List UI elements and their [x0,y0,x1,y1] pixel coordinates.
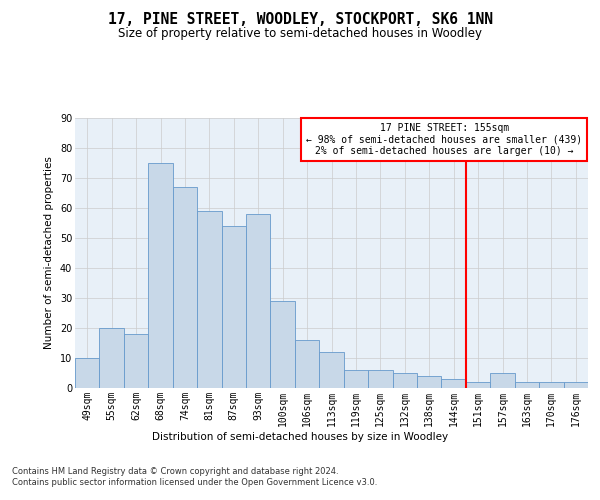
Bar [515,382,539,388]
Bar [271,300,295,388]
Bar [563,382,588,388]
Bar [246,214,271,388]
Text: 17, PINE STREET, WOODLEY, STOCKPORT, SK6 1NN: 17, PINE STREET, WOODLEY, STOCKPORT, SK6… [107,12,493,28]
Bar [466,382,490,388]
Bar [368,370,392,388]
Bar [124,334,148,388]
Bar [392,372,417,388]
Bar [344,370,368,388]
Bar [197,210,221,388]
Bar [148,162,173,388]
Bar [221,226,246,388]
Text: Size of property relative to semi-detached houses in Woodley: Size of property relative to semi-detach… [118,28,482,40]
Bar [75,358,100,388]
Text: Distribution of semi-detached houses by size in Woodley: Distribution of semi-detached houses by … [152,432,448,442]
Bar [319,352,344,388]
Bar [295,340,319,388]
Bar [417,376,442,388]
Y-axis label: Number of semi-detached properties: Number of semi-detached properties [44,156,54,349]
Bar [539,382,563,388]
Text: 17 PINE STREET: 155sqm
← 98% of semi-detached houses are smaller (439)
2% of sem: 17 PINE STREET: 155sqm ← 98% of semi-det… [306,123,583,156]
Bar [173,186,197,388]
Bar [442,378,466,388]
Text: Contains HM Land Registry data © Crown copyright and database right 2024.
Contai: Contains HM Land Registry data © Crown c… [12,468,377,487]
Bar [100,328,124,388]
Bar [490,372,515,388]
